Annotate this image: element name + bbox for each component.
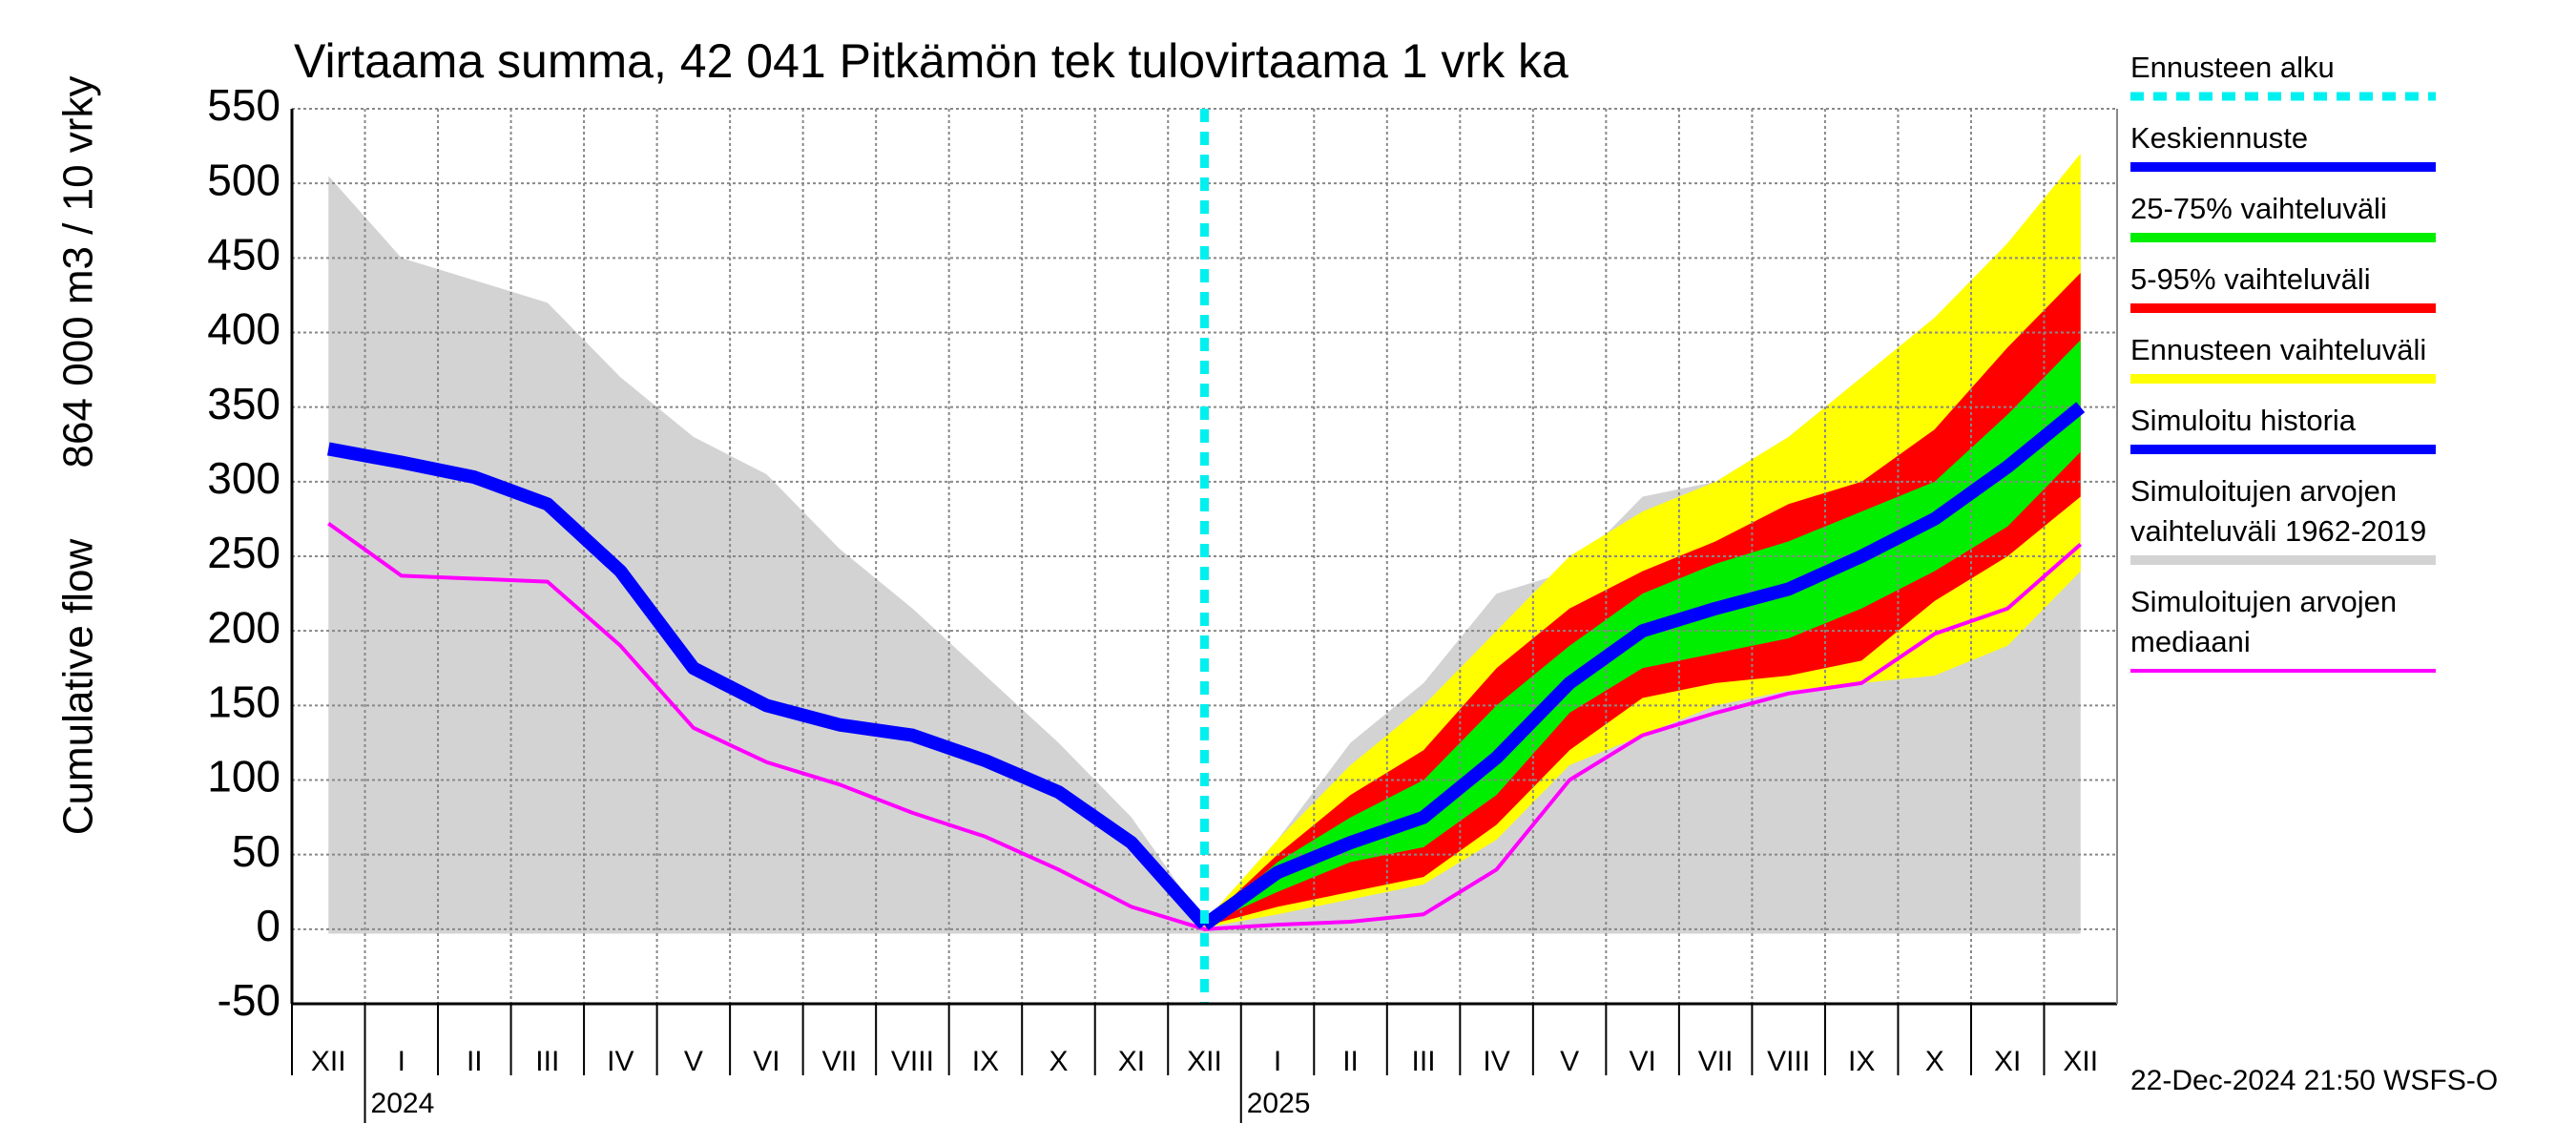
x-tick-label: VII: [822, 1046, 858, 1077]
legend-label: 5-95% vaihteluväli: [2130, 262, 2371, 296]
x-tick-label: X: [1925, 1046, 1944, 1077]
y-tick-label: 400: [207, 304, 280, 354]
chart-title: Virtaama summa, 42 041 Pitkämön tek tulo…: [294, 34, 1568, 88]
x-tick-label: II: [1342, 1046, 1359, 1077]
x-tick-label: VIII: [891, 1046, 934, 1077]
legend-label: Simuloitujen arvojen: [2130, 474, 2397, 508]
x-tick-label: XII: [2063, 1046, 2098, 1077]
x-tick-label: I: [1274, 1046, 1281, 1077]
y-tick-label: 500: [207, 155, 280, 204]
x-tick-label: V: [1560, 1046, 1579, 1077]
legend-label: Simuloitujen arvojen: [2130, 585, 2397, 618]
x-tick-label: VII: [1698, 1046, 1734, 1077]
legend-label: vaihteluväli 1962-2019: [2130, 514, 2426, 548]
x-tick-label: XII: [311, 1046, 346, 1077]
x-tick-label: X: [1049, 1046, 1068, 1077]
y-tick-label: -50: [218, 975, 280, 1025]
x-tick-label: IV: [1483, 1046, 1509, 1077]
footer: 22-Dec-2024 21:50 WSFS-O: [2130, 1065, 2498, 1096]
series-line: [1200, 402, 2086, 930]
legend-label: 25-75% vaihteluväli: [2130, 192, 2387, 225]
range-band: [1204, 153, 2081, 928]
x-tick-label: VI: [1629, 1046, 1655, 1077]
y-tick-label: 300: [207, 453, 280, 503]
legend-label: Simuloitu historia: [2130, 404, 2357, 437]
legend-label: Keskiennuste: [2130, 121, 2308, 155]
y-tick-label: 250: [207, 528, 280, 577]
y-axis-label: Cumulative flow: [55, 539, 102, 836]
x-tick-label: XI: [1118, 1046, 1145, 1077]
x-tick-label: II: [467, 1046, 483, 1077]
y-tick-label: 150: [207, 677, 280, 726]
series-line: [327, 521, 2083, 931]
x-tick-label: III: [1412, 1046, 1436, 1077]
legend-label: Ennusteen alku: [2130, 51, 2335, 84]
lines: [326, 109, 2086, 1004]
legend-label: mediaani: [2130, 625, 2251, 658]
y-tick-label: 350: [207, 379, 280, 428]
range-band: [328, 176, 2081, 934]
legend-label: Ennusteen vaihteluväli: [2130, 333, 2426, 366]
y-tick-label: 100: [207, 752, 280, 802]
x-tick-label: VIII: [1767, 1046, 1810, 1077]
y-tick-label: 0: [256, 901, 280, 950]
y-axis-label: 864 000 m3 / 10 vrky: [55, 76, 102, 468]
y-tick-label: 200: [207, 602, 280, 652]
x-tick-label: IX: [1848, 1046, 1875, 1077]
x-tick-label: IX: [972, 1046, 999, 1077]
x-tick-label: V: [684, 1046, 703, 1077]
y-tick-label: 50: [232, 826, 280, 876]
x-tick-label: I: [398, 1046, 405, 1077]
series-line: [326, 442, 1210, 929]
year-label: 2024: [371, 1088, 435, 1119]
y-tick-label: 550: [207, 80, 280, 130]
year-label: 2025: [1247, 1088, 1311, 1119]
x-tick-label: VI: [753, 1046, 779, 1077]
y-tick-label: 450: [207, 229, 280, 279]
x-tick-label: IV: [607, 1046, 634, 1077]
x-tick-label: XII: [1187, 1046, 1222, 1077]
x-tick-label: XI: [1994, 1046, 2021, 1077]
x-tick-label: III: [535, 1046, 559, 1077]
